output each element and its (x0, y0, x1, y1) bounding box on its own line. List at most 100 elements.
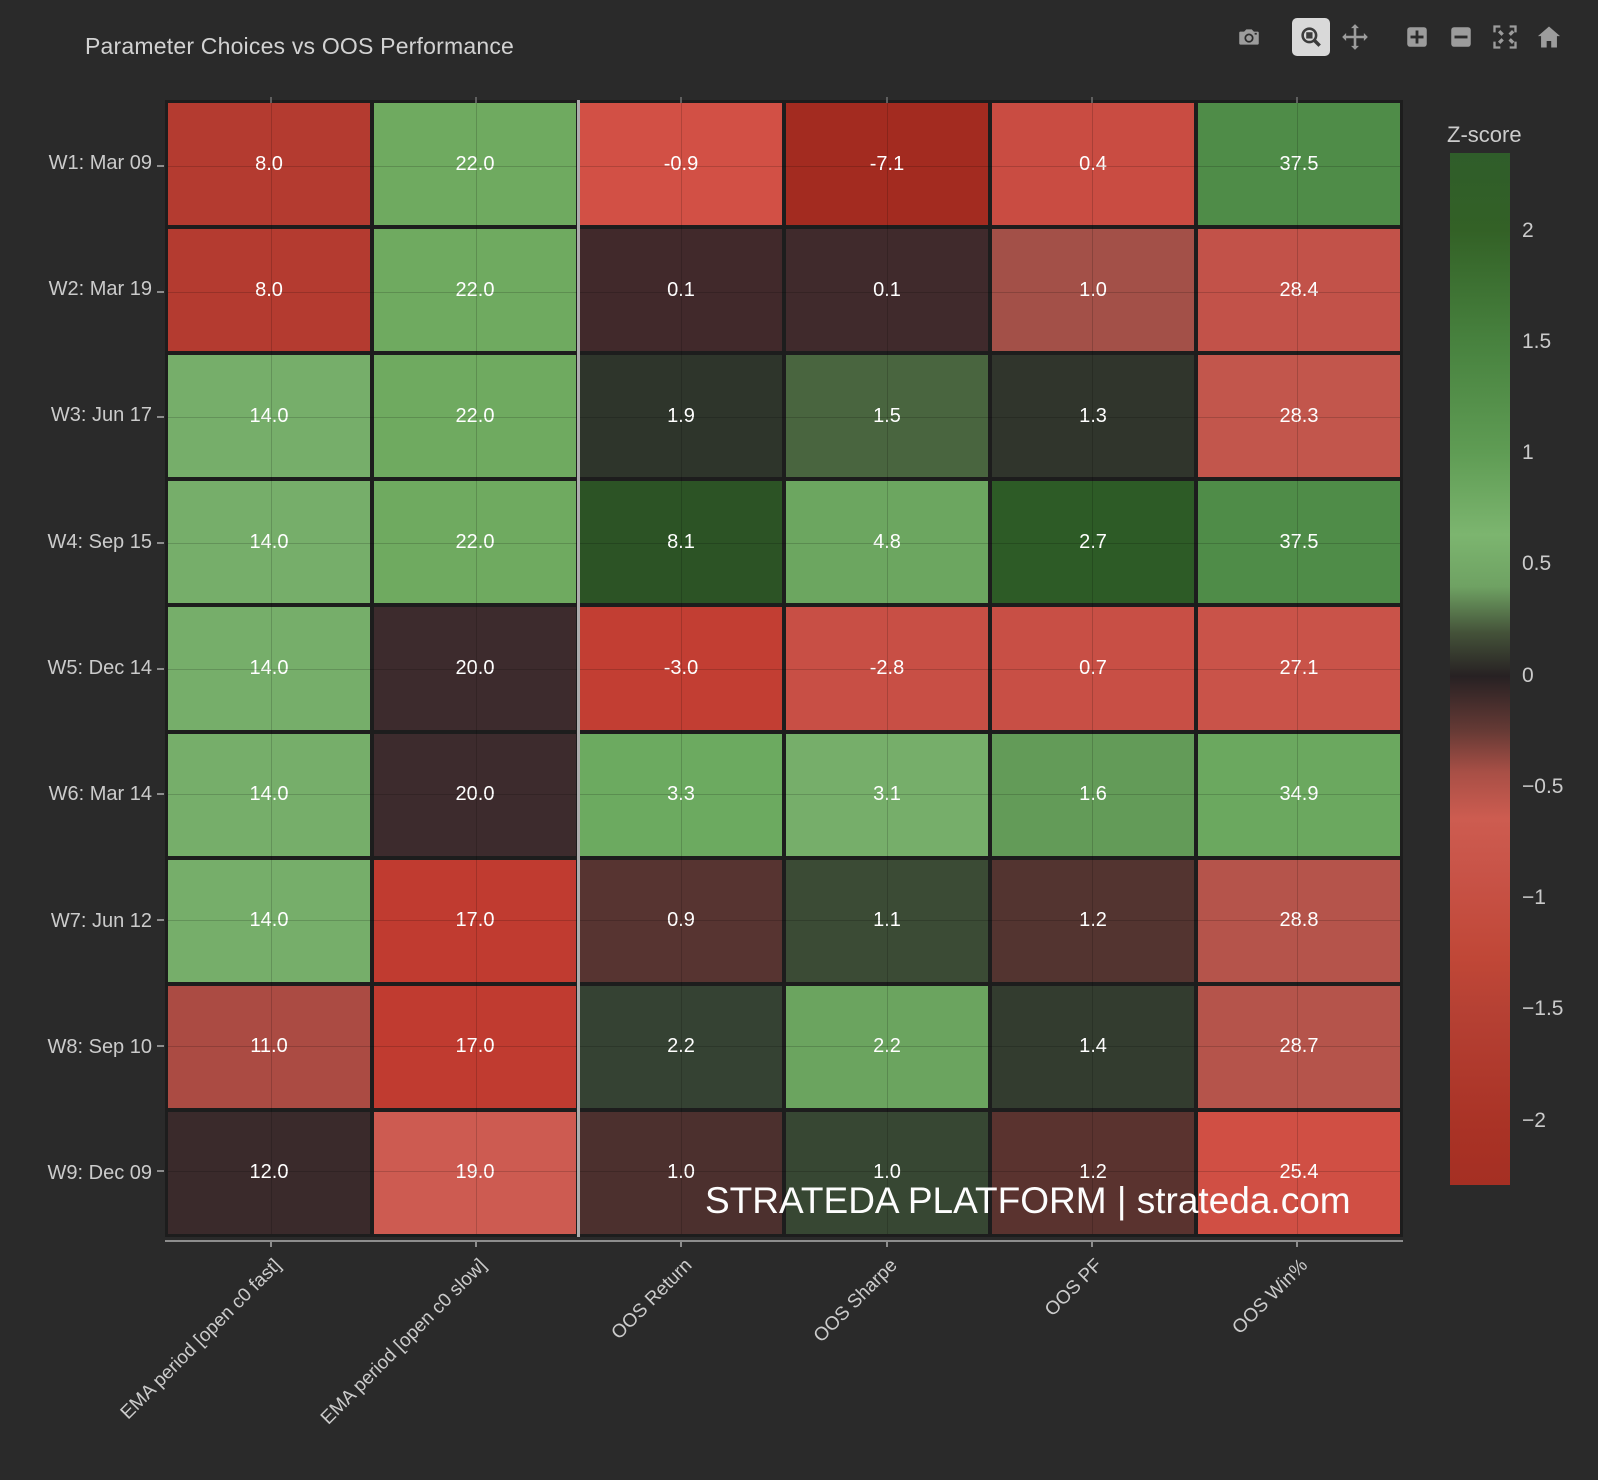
heatmap-cell[interactable]: 28.7 (1198, 985, 1400, 1108)
axis-tick (157, 541, 164, 544)
colorbar-tick-label: −1.5 (1522, 997, 1564, 1021)
colorbar-tick-label: −1 (1522, 886, 1546, 910)
heatmap-cell[interactable]: 1.0 (580, 1111, 782, 1234)
heatmap-cell[interactable]: 2.2 (786, 985, 988, 1108)
heatmap-cell[interactable]: -7.1 (786, 103, 988, 226)
heatmap-cell[interactable]: 22.0 (374, 103, 576, 226)
axis-tick (157, 918, 164, 921)
heatmap-cell[interactable]: 14.0 (168, 481, 370, 604)
pan-icon[interactable] (1336, 18, 1374, 56)
column-label: OOS Win% (1228, 1255, 1313, 1339)
heatmap-cell[interactable]: 1.3 (992, 355, 1194, 478)
heatmap-cell[interactable]: 3.3 (580, 733, 782, 856)
heatmap-cell[interactable]: 11.0 (168, 985, 370, 1108)
heatmap-cell[interactable]: 3.1 (786, 733, 988, 856)
heatmap-cell[interactable]: 25.4 (1198, 1111, 1400, 1234)
heatmap-cell[interactable]: 0.9 (580, 859, 782, 982)
heatmap-cell[interactable]: 22.0 (374, 481, 576, 604)
heatmap-cell[interactable]: 19.0 (374, 1111, 576, 1234)
heatmap-cell[interactable]: -2.8 (786, 607, 988, 730)
heatmap-cell[interactable]: 12.0 (168, 1111, 370, 1234)
heatmap-cell[interactable]: 37.5 (1198, 103, 1400, 226)
axis-tick (157, 1044, 164, 1047)
heatmap-cell[interactable]: 1.5 (786, 355, 988, 478)
autoscale-icon[interactable] (1486, 18, 1524, 56)
zoom-icon[interactable] (1292, 18, 1330, 56)
y-axis-labels: W1: Mar 09 W2: Mar 19 W3: Jun 17 W4: Sep 15… (0, 100, 152, 1237)
axis-tick (885, 1240, 888, 1247)
column-label: OOS PF (1041, 1255, 1107, 1321)
heatmap-cell[interactable]: 0.4 (992, 103, 1194, 226)
heatmap-cell[interactable]: 34.9 (1198, 733, 1400, 856)
heatmap-cell[interactable]: 2.7 (992, 481, 1194, 604)
heatmap-cell[interactable]: 1.2 (992, 859, 1194, 982)
row-label: W4: Sep 15 (47, 530, 152, 553)
heatmap-cell[interactable]: 1.9 (580, 355, 782, 478)
heatmap-cell[interactable]: 0.1 (580, 229, 782, 352)
column-label: EMA period [open c0 slow] (316, 1255, 491, 1429)
axis-tick (475, 1240, 477, 1247)
colorbar-title: Z-score (1447, 122, 1522, 147)
camera-icon[interactable] (1230, 18, 1268, 56)
heatmap-cell[interactable]: -3.0 (580, 607, 782, 730)
colorbar-tick-label: 0 (1522, 663, 1534, 687)
heatmap-cell[interactable]: 28.4 (1198, 229, 1400, 352)
heatmap-cell[interactable]: 20.0 (374, 607, 576, 730)
page-title: Parameter Choices vs OOS Performance (85, 33, 515, 59)
axis-tick (1091, 97, 1093, 103)
heatmap-cell[interactable]: 37.5 (1198, 481, 1400, 604)
heatmap-cell[interactable]: 28.3 (1198, 355, 1400, 478)
axis-tick (1296, 1240, 1299, 1247)
axis-tick (475, 97, 477, 103)
heatmap-cell[interactable]: 1.6 (992, 733, 1194, 856)
heatmap-cell[interactable]: 2.2 (580, 985, 782, 1108)
axis-tick (157, 290, 164, 293)
heatmap-cell[interactable]: 1.4 (992, 985, 1194, 1108)
heatmap-cell[interactable]: 14.0 (168, 859, 370, 982)
heatmap-cell[interactable]: 8.0 (168, 103, 370, 226)
axis-tick (157, 1170, 164, 1173)
heatmap-cell[interactable]: 14.0 (168, 355, 370, 478)
axis-tick (269, 97, 272, 103)
heatmap-cell[interactable]: -0.9 (580, 103, 782, 226)
heatmap-cell[interactable]: 27.1 (1198, 607, 1400, 730)
heatmap-cell[interactable]: 0.1 (786, 229, 988, 352)
zoom-in-icon[interactable] (1398, 18, 1436, 56)
heatmap-cell[interactable]: 1.1 (786, 859, 988, 982)
row-label: W2: Mar 19 (48, 277, 152, 300)
heatmap-cell[interactable]: 14.0 (168, 733, 370, 856)
heatmap-cell[interactable]: 1.0 (786, 1111, 988, 1234)
colorbar-tick-label: −2 (1522, 1108, 1546, 1132)
x-axis-line (165, 1240, 1403, 1242)
heatmap-cell[interactable]: 22.0 (374, 355, 576, 478)
heatmap-cell[interactable]: 8.0 (168, 229, 370, 352)
heatmap-cell[interactable]: 1.2 (992, 1111, 1194, 1234)
colorbar-tick-label: 1.5 (1522, 330, 1552, 354)
axis-tick (157, 164, 164, 167)
heatmap-cell[interactable]: 17.0 (374, 985, 576, 1108)
axis-tick (1091, 1240, 1093, 1247)
heatmap-cell[interactable]: 0.7 (992, 607, 1194, 730)
heatmap-cell[interactable]: 4.8 (786, 481, 988, 604)
axis-tick (157, 667, 164, 670)
zoom-out-icon[interactable] (1442, 18, 1480, 56)
heatmap-cell[interactable]: 8.1 (580, 481, 782, 604)
row-label: W7: Jun 12 (50, 909, 152, 932)
parameter-performance-separator (577, 100, 581, 1237)
colorbar-gradient (1450, 153, 1510, 1185)
modebar (1212, 18, 1568, 56)
colorbar-tick-label: 0.5 (1522, 552, 1552, 576)
heatmap-cell[interactable]: 20.0 (374, 733, 576, 856)
axis-tick (680, 1240, 683, 1247)
heatmap-cell[interactable]: 22.0 (374, 229, 576, 352)
watermark: STRATEDA PLATFORM | strateda.com (705, 1180, 1351, 1221)
column-label: EMA period [open c0 fast] (116, 1255, 286, 1424)
heatmap-cell[interactable]: 28.8 (1198, 859, 1400, 982)
row-label: W8: Sep 10 (47, 1035, 152, 1058)
heatmap-cell[interactable]: 14.0 (168, 607, 370, 730)
axis-tick (680, 97, 683, 103)
home-icon[interactable] (1530, 18, 1568, 56)
heatmap-cell[interactable]: 1.0 (992, 229, 1194, 352)
heatmap-cell[interactable]: 17.0 (374, 859, 576, 982)
